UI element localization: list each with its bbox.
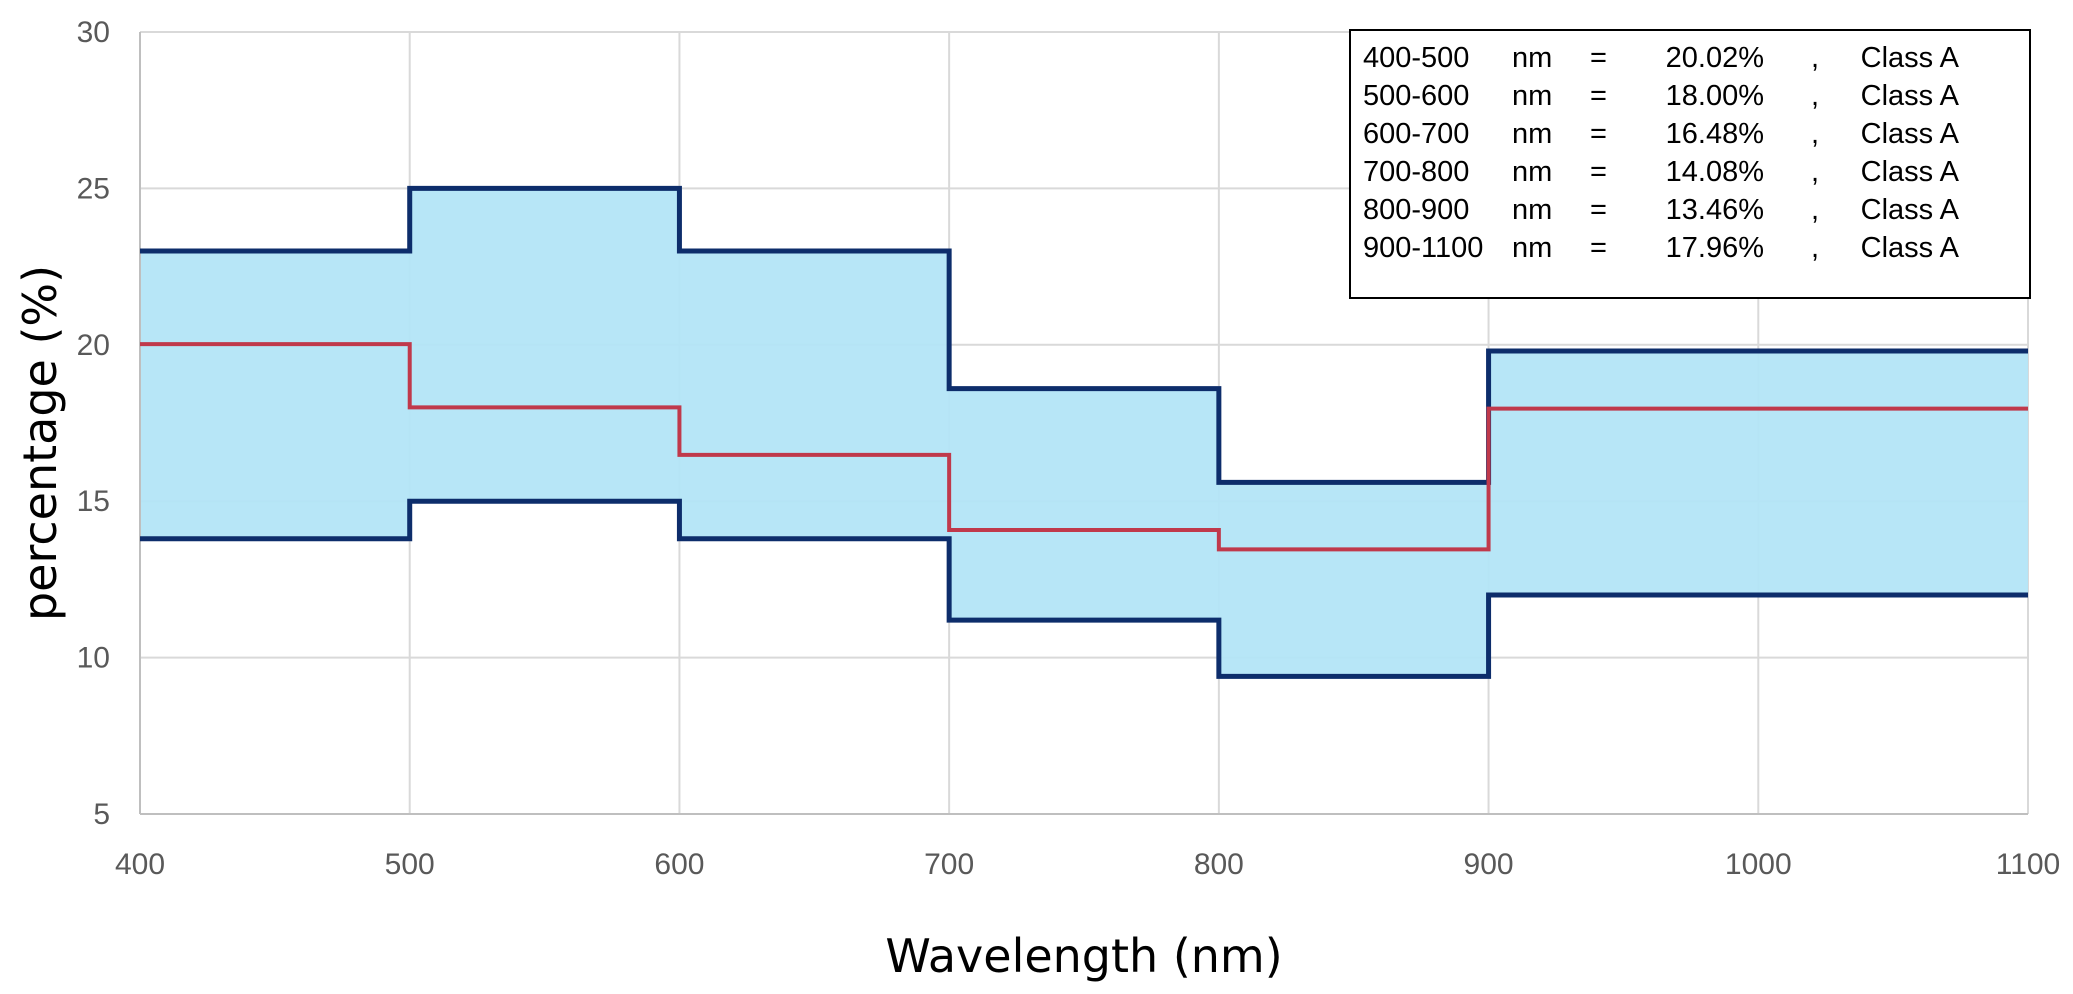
annotation-eq: = <box>1590 232 1607 264</box>
x-tick-label: 400 <box>115 848 165 881</box>
annotation-value: 20.02% <box>1666 42 1764 74</box>
annotation-unit: nm <box>1512 42 1552 74</box>
annotation-row: 400-500 nm = 20.02%, Class A <box>1363 42 1960 74</box>
annotation-unit: nm <box>1512 156 1552 188</box>
y-tick-label: 20 <box>77 329 110 362</box>
x-axis-ticks: 400 500 600 700 800 900 1000 1100 <box>115 848 2060 881</box>
annotation-range: 500-600 <box>1363 80 1469 112</box>
x-tick-label: 700 <box>924 848 974 881</box>
annotation-unit: nm <box>1512 80 1552 112</box>
annotation-range: 800-900 <box>1363 194 1469 226</box>
annotation-cls: Class A <box>1861 232 1960 264</box>
plot-frame <box>139 32 2028 815</box>
annotation-unit: nm <box>1512 232 1552 264</box>
annotation-sep: , <box>1811 194 1819 226</box>
annotation-box: 400-500 nm = 20.02%, Class A 500-600 nm = 18.00%… <box>1349 29 2031 299</box>
x-tick-label: 1100 <box>1996 848 2061 881</box>
x-tick-label: 600 <box>654 848 704 881</box>
annotation-sep: , <box>1811 80 1819 112</box>
x-tick-label: 500 <box>385 848 435 881</box>
lower-limit-line <box>140 498 2028 679</box>
y-axis-ticks: 5 10 15 20 25 30 <box>77 16 110 831</box>
annotation-value: 16.48% <box>1666 118 1764 150</box>
annotation-range: 900-1100 <box>1363 232 1483 264</box>
annotation-eq: = <box>1590 118 1607 150</box>
annotation-row: 800-900 nm = 13.46%, Class A <box>1363 194 1960 226</box>
annotation-value: 13.46% <box>1666 194 1764 226</box>
annotation-value: 18.00% <box>1666 80 1764 112</box>
x-axis-title: Wavelength (nm) <box>885 929 1282 983</box>
annotation-eq: = <box>1590 194 1607 226</box>
annotation-eq: = <box>1590 156 1607 188</box>
annotation-eq: = <box>1590 42 1607 74</box>
y-tick-label: 30 <box>77 16 110 49</box>
annotation-sep: , <box>1811 156 1819 188</box>
annotation-sep: , <box>1811 42 1819 74</box>
annotation-unit: nm <box>1512 194 1552 226</box>
y-tick-label: 25 <box>77 172 110 205</box>
x-tick-label: 800 <box>1194 848 1244 881</box>
annotation-value: 17.96% <box>1666 232 1764 264</box>
annotation-sep: , <box>1811 232 1819 264</box>
annotation-row: 500-600 nm = 18.00%, Class A <box>1363 80 1960 112</box>
y-axis-title: percentage (%) <box>13 265 67 621</box>
annotation-row: 900-1100 nm = 17.96%, Class A <box>1363 232 1960 264</box>
annotation-sep: , <box>1811 118 1819 150</box>
measured-value-line <box>140 342 2028 552</box>
annotation-row: 600-700 nm = 16.48%, Class A <box>1363 118 1960 150</box>
annotation-cls: Class A <box>1861 42 1960 74</box>
y-tick-label: 15 <box>77 485 110 518</box>
annotation-cls: Class A <box>1861 194 1960 226</box>
x-tick-label: 1000 <box>1725 848 1792 881</box>
annotation-cls: Class A <box>1861 118 1960 150</box>
annotation-eq: = <box>1590 80 1607 112</box>
annotation-cls: Class A <box>1861 156 1960 188</box>
annotation-frame <box>1349 29 2031 299</box>
y-tick-label: 10 <box>77 642 110 675</box>
annotation-range: 700-800 <box>1363 156 1469 188</box>
x-tick-label: 900 <box>1464 848 1514 881</box>
annotation-range: 400-500 <box>1363 42 1469 74</box>
value-series <box>140 342 2028 552</box>
annotation-unit: nm <box>1512 118 1552 150</box>
annotation-value: 14.08% <box>1666 156 1764 188</box>
y-tick-label: 5 <box>93 798 110 831</box>
annotation-range: 600-700 <box>1363 118 1469 150</box>
band-fill <box>140 188 2028 677</box>
annotation-row: 700-800 nm = 14.08%, Class A <box>1363 156 1960 188</box>
annotation-cls: Class A <box>1861 80 1960 112</box>
tolerance-band <box>140 188 2028 677</box>
